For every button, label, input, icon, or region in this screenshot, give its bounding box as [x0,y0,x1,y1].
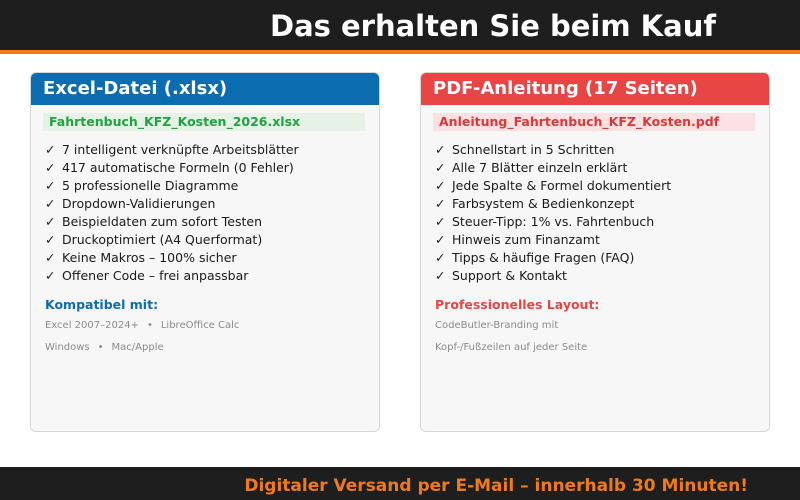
excel-card-title: Excel-Datei (.xlsx) [31,73,379,105]
check-icon: ✓ [435,232,446,247]
list-item: ✓ Dropdown-Validierungen [45,196,216,211]
pdf-card: PDF-Anleitung (17 Seiten) Anleitung_Fahr… [420,72,770,432]
pdf-filename: Anleitung_Fahrtenbuch_KFZ_Kosten.pdf [433,113,755,131]
page-title: Das erhalten Sie beim Kauf [270,9,716,43]
excel-card: Excel-Datei (.xlsx) Fahrtenbuch_KFZ_Kost… [30,72,380,432]
check-icon: ✓ [435,214,446,229]
list-item: ✓ Alle 7 Blätter einzeln erklärt [435,160,628,175]
footer-text: Digitaler Versand per E-Mail – innerhalb… [244,476,748,496]
check-icon: ✓ [45,196,56,211]
check-icon: ✓ [45,214,56,229]
check-icon: ✓ [45,232,56,247]
pdf-feature-list: ✓ Schnellstart in 5 Schritten ✓ Alle 7 Blä… [421,141,769,285]
list-item: ✓ Beispieldaten zum sofort Testen [45,214,262,229]
compat-line-2: Windows • Mac/Apple [45,339,379,357]
bullet-icon: • [146,320,153,331]
layout-line-2: Kopf-/Fußzeilen auf jeder Seite [435,342,588,353]
check-icon: ✓ [45,268,56,283]
list-item: ✓ Farbsystem & Bedienkonzept [435,196,635,211]
list-item: ✓ 5 professionelle Diagramme [45,178,239,193]
footer-banner: Digitaler Versand per E-Mail – innerhalb… [0,467,800,500]
check-icon: ✓ [45,160,56,175]
list-item: ✓ 7 intelligent verknüpfte Arbeitsblätter [45,142,299,157]
excel-filename: Fahrtenbuch_KFZ_Kosten_2026.xlsx [43,113,365,131]
compat-heading: Kompatibel mit: [45,297,159,312]
check-icon: ✓ [435,142,446,157]
header-accent-stripe [0,50,800,54]
list-item: ✓ Hinweis zum Finanzamt [435,232,600,247]
check-icon: ✓ [45,142,56,157]
check-icon: ✓ [435,160,446,175]
check-icon: ✓ [435,196,446,211]
list-item: ✓ Tipps & häufige Fragen (FAQ) [435,250,635,265]
list-item: ✓ Schnellstart in 5 Schritten [435,142,615,157]
pdf-card-title: PDF-Anleitung (17 Seiten) [421,73,769,105]
check-icon: ✓ [435,250,446,265]
header-banner: Das erhalten Sie beim Kauf [0,0,800,50]
check-icon: ✓ [435,178,446,193]
list-item: ✓ Keine Makros – 100% sicher [45,250,237,265]
layout-heading: Professionelles Layout: [435,297,600,312]
list-item: ✓ 417 automatische Formeln (0 Fehler) [45,160,294,175]
list-item: ✓ Offener Code – frei anpassbar [45,268,249,283]
list-item: ✓ Druckoptimiert (A4 Querformat) [45,232,263,247]
excel-feature-list: ✓ 7 intelligent verknüpfte Arbeitsblätter… [31,141,379,285]
check-icon: ✓ [435,268,446,283]
check-icon: ✓ [45,178,56,193]
layout-line-1: CodeButler-Branding mit [435,320,559,331]
check-icon: ✓ [45,250,56,265]
bullet-icon: • [97,342,104,353]
list-item: ✓ Support & Kontakt [435,268,567,283]
list-item: ✓ Steuer-Tipp: 1% vs. Fahrtenbuch [435,214,655,229]
list-item: ✓ Jede Spalte & Formel dokumentiert [435,178,672,193]
compat-line-1: Excel 2007–2024+ • LibreOffice Calc [45,317,379,335]
